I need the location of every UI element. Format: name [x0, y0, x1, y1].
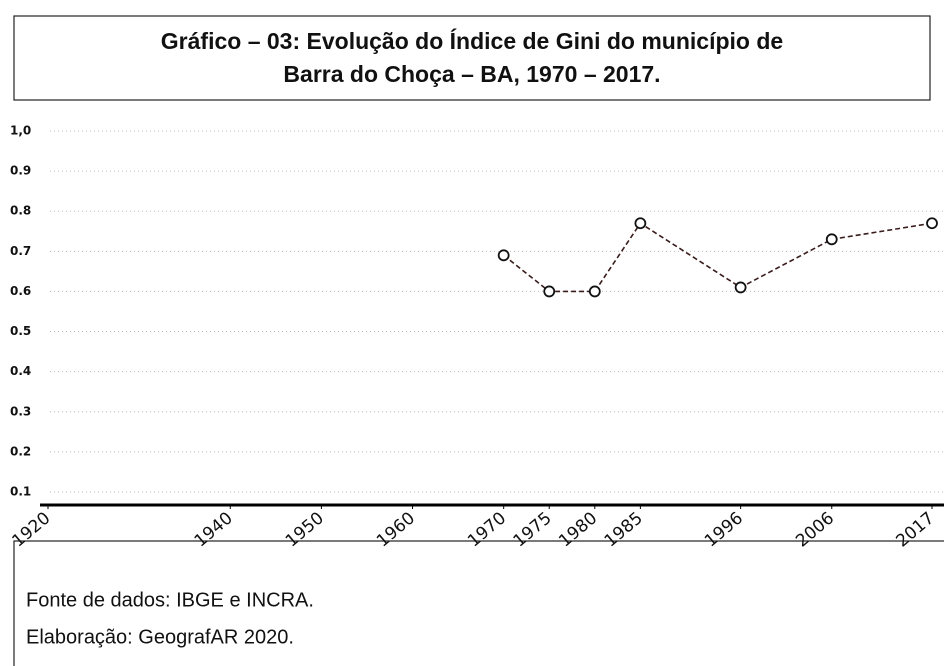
point [734, 281, 747, 294]
y-tick-label: 0.9 [10, 164, 31, 178]
chart-title: Gráfico – 03: Evolução do Índice de Gini… [161, 27, 783, 54]
y-tick-label: 0.3 [10, 404, 31, 418]
y-tick-label: 0.5 [10, 324, 31, 338]
point [497, 249, 510, 262]
point [634, 217, 647, 230]
footer-box [13, 540, 944, 666]
chart-title: Barra do Choça – BA, 1970 – 2017. [283, 61, 660, 87]
y-tick-label: 0.1 [10, 484, 31, 498]
y-tick-label: 0.7 [10, 244, 31, 258]
point [926, 217, 938, 230]
y-tick-label: 1,0 [10, 124, 31, 138]
footer-text: Fonte de dados: IBGE e INCRA. [26, 589, 314, 611]
point [543, 285, 556, 298]
y-tick-label: 0.8 [10, 204, 31, 218]
y-tick-label: 0.4 [10, 364, 31, 378]
footer-text: Elaboração: GeografAR 2020. [26, 626, 294, 648]
line-series [503, 222, 933, 293]
y-tick-label: 0.6 [10, 284, 31, 298]
title-box [13, 15, 931, 101]
point [588, 285, 601, 298]
y-tick-label: 0.2 [10, 444, 31, 458]
point [825, 233, 838, 246]
